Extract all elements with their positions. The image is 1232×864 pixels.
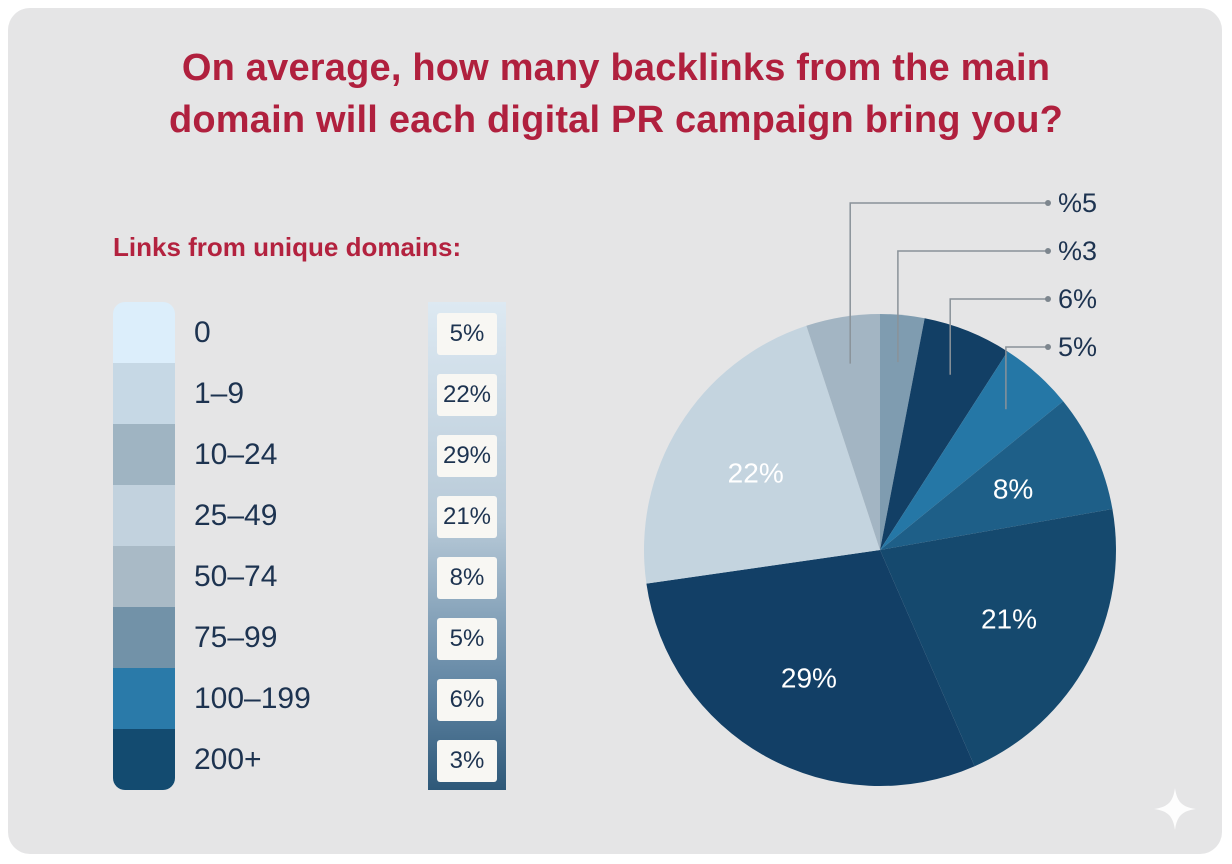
legend-category-label: 10–24 — [194, 438, 278, 471]
legend-category-label: 75–99 — [194, 621, 278, 654]
callout-dot — [1045, 200, 1051, 206]
legend-swatch — [113, 546, 175, 607]
pie-slice-label: 29% — [781, 662, 837, 693]
legend-percent-label: 29% — [437, 435, 497, 477]
legend-subtitle: Links from unique domains: — [113, 232, 462, 262]
pie-slice — [880, 351, 1064, 550]
legend-swatch — [113, 729, 175, 790]
legend-category-label: 0 — [194, 316, 211, 349]
chart-title-line-2: domain will each digital PR campaign bri… — [168, 99, 1064, 141]
callout-dot — [1045, 296, 1051, 302]
pie-slice — [646, 550, 975, 786]
callout-leader-line — [897, 250, 1048, 363]
legend-category-label: 100–199 — [194, 682, 311, 715]
legend-swatch — [113, 363, 175, 424]
legend-swatch — [113, 485, 175, 546]
legend-category-label: 25–49 — [194, 499, 278, 532]
legend-percent-label: 5% — [437, 618, 497, 660]
pie-slice-label: 8% — [993, 474, 1033, 505]
legend-percent-label: 22% — [437, 374, 497, 416]
callout-leader-line — [949, 298, 1048, 375]
pie-slice — [806, 314, 880, 550]
pie-slice — [880, 509, 1116, 767]
pie-slice-label: 21% — [981, 604, 1037, 635]
legend-swatch — [113, 607, 175, 668]
legend-percent-label: 3% — [437, 740, 497, 782]
legend-percent-label: 5% — [437, 313, 497, 355]
pie-callout-label: 5% — [1058, 332, 1097, 362]
pie-callout-label: 6% — [1058, 284, 1097, 314]
legend-category-label: 50–74 — [194, 560, 278, 593]
legend-percent-label: 8% — [437, 557, 497, 599]
legend-category-label: 200+ — [194, 743, 262, 776]
legend-percent-label: 6% — [437, 679, 497, 721]
pie-slice — [880, 401, 1113, 550]
callout-leader-line — [849, 202, 1048, 364]
pie-slice — [643, 325, 880, 584]
legend-swatch — [113, 302, 175, 363]
callout-dot — [1045, 248, 1051, 254]
sparkle-icon — [1154, 788, 1196, 830]
callout-dot — [1045, 344, 1051, 350]
legend-percent-label: 21% — [437, 496, 497, 538]
pie-callout-label: %3 — [1058, 236, 1097, 266]
callout-leader-line — [1005, 346, 1048, 410]
legend-color-bar — [113, 302, 175, 790]
pie-callout-label: %5 — [1058, 188, 1097, 218]
legend-swatch — [113, 668, 175, 729]
legend-category-label: 1–9 — [194, 377, 245, 410]
legend-swatch — [113, 424, 175, 485]
pie-slice — [880, 314, 925, 550]
pie-slice — [880, 318, 1008, 550]
pie-slice-label: 22% — [728, 457, 784, 488]
chart-title: On average, how many backlinks from the … — [0, 42, 1232, 146]
chart-title-line-1: On average, how many backlinks from the … — [181, 47, 1051, 89]
